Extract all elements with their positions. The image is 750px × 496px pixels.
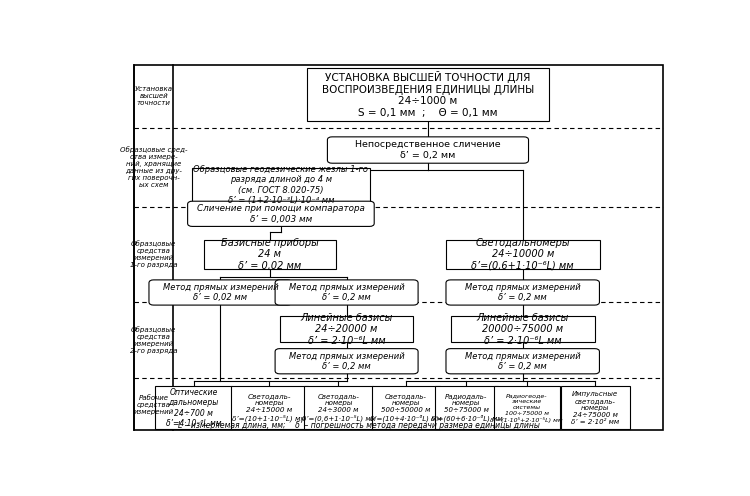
- Bar: [446, 240, 600, 269]
- Bar: [155, 386, 232, 430]
- Text: Образцовые сред-
ства измере-
ний, хранящие
данные из дру-
гих поверочн-
ых схем: Образцовые сред- ства измере- ний, храня…: [120, 146, 188, 188]
- Bar: [435, 386, 498, 430]
- Bar: [192, 168, 370, 202]
- FancyBboxPatch shape: [188, 201, 374, 226]
- Bar: [304, 386, 373, 430]
- FancyBboxPatch shape: [328, 137, 529, 163]
- Text: Рабочие
средства
измерений: Рабочие средства измерений: [134, 395, 174, 415]
- Text: Радиогеоде-
зические
системы
100÷75000 м
δ’=(1·10⁵+2·10⁻⁵L) мм: Радиогеоде- зические системы 100÷75000 м…: [490, 393, 563, 423]
- Bar: [231, 386, 308, 430]
- Text: Установка
высшей
точности: Установка высшей точности: [134, 86, 172, 106]
- Text: Метод прямых измерений
δ’ = 0,2 мм: Метод прямых измерений δ’ = 0,2 мм: [289, 283, 404, 302]
- FancyBboxPatch shape: [149, 280, 292, 305]
- Text: L – измеряемая длина, мм;    δ’ – погрешность метода передачи размера единицы дл: L – измеряемая длина, мм; δ’ – погрешнос…: [178, 421, 540, 430]
- Bar: [203, 240, 336, 269]
- FancyBboxPatch shape: [275, 280, 418, 305]
- Text: Светодаль-
номеры
24÷15000 м
δ’=(10+1·10⁻⁵L) мм: Светодаль- номеры 24÷15000 м δ’=(10+1·10…: [232, 393, 306, 422]
- Text: Образцовые геодезические жезлы 1-го
разряда длиной до 4 м
(см. ГОСТ 8.020-75)
δ’: Образцовые геодезические жезлы 1-го разр…: [194, 165, 368, 205]
- Text: Светодаль-
номеры
24÷3000 м
δ’=(0,6+1·10⁻⁵L) мм: Светодаль- номеры 24÷3000 м δ’=(0,6+1·10…: [302, 393, 376, 422]
- Text: Радиодаль-
номеры
50÷75000 м
δ’=(60+6·10⁻⁶L) мм: Радиодаль- номеры 50÷75000 м δ’=(60+6·10…: [430, 393, 502, 422]
- Text: Метод прямых измерений
δ’ = 0,2 мм: Метод прямых измерений δ’ = 0,2 мм: [465, 352, 580, 371]
- Text: Образцовые
средства
измерений
2-го разряда: Образцовые средства измерений 2-го разря…: [130, 326, 177, 354]
- Bar: [308, 68, 548, 121]
- FancyBboxPatch shape: [446, 349, 599, 374]
- Text: Метод прямых измерений
δ’ = 0,02 мм: Метод прямых измерений δ’ = 0,02 мм: [163, 283, 278, 302]
- Text: Метод прямых измерений
δ’ = 0,2 мм: Метод прямых измерений δ’ = 0,2 мм: [289, 352, 404, 371]
- Text: Непосредственное сличение
δ’ = 0,2 мм: Непосредственное сличение δ’ = 0,2 мм: [356, 140, 501, 160]
- Text: Светодальномеры
24÷10000 м
δ’=(0,6+1·10⁻⁶L) мм: Светодальномеры 24÷10000 м δ’=(0,6+1·10⁻…: [472, 238, 574, 271]
- Text: Оптические
дальномеры
24÷700 м
δ’=4·10⁻⁶L мм: Оптические дальномеры 24÷700 м δ’=4·10⁻⁶…: [166, 388, 221, 428]
- Text: Базисные приборы
24 м
δ’ = 0,02 мм: Базисные приборы 24 м δ’ = 0,02 мм: [221, 238, 319, 271]
- Text: Образцовые
средства
измерений
1-го разряда: Образцовые средства измерений 1-го разря…: [130, 241, 177, 268]
- Text: Метод прямых измерений
δ’ = 0,2 мм: Метод прямых измерений δ’ = 0,2 мм: [465, 283, 580, 302]
- Text: УСТАНОВКА ВЫСШЕЙ ТОЧНОСТИ ДЛЯ
ВОСПРОИЗВЕДЕНИЯ ЕДИНИЦЫ ДЛИНЫ
24÷1000 м
S = 0,1 мм: УСТАНОВКА ВЫСШЕЙ ТОЧНОСТИ ДЛЯ ВОСПРОИЗВЕ…: [322, 71, 534, 118]
- Text: Линейные базисы
24÷20000 м
δ’ = 2·10⁻⁶L мм: Линейные базисы 24÷20000 м δ’ = 2·10⁻⁶L …: [301, 312, 393, 346]
- Text: Светодаль-
номеры
500÷50000 м
δ’=(10+4·10⁻⁶L) мм: Светодаль- номеры 500÷50000 м δ’=(10+4·1…: [370, 393, 442, 422]
- Text: Сличение при помощи компаратора
δ’ = 0,003 мм: Сличение при помощи компаратора δ’ = 0,0…: [197, 204, 364, 224]
- Bar: [371, 386, 440, 430]
- Bar: [561, 386, 630, 430]
- FancyBboxPatch shape: [446, 280, 599, 305]
- Text: Импульсные
светодаль-
номеры
24÷75000 м
δ’ = 2·10² мм: Импульсные светодаль- номеры 24÷75000 м …: [572, 391, 620, 425]
- Bar: [494, 386, 560, 430]
- Text: Линейные базисы
20000÷75000 м
δ’ = 2·10⁻⁶L мм: Линейные базисы 20000÷75000 м δ’ = 2·10⁻…: [476, 312, 569, 346]
- Bar: [451, 316, 595, 342]
- FancyBboxPatch shape: [275, 349, 418, 374]
- Bar: [280, 316, 413, 342]
